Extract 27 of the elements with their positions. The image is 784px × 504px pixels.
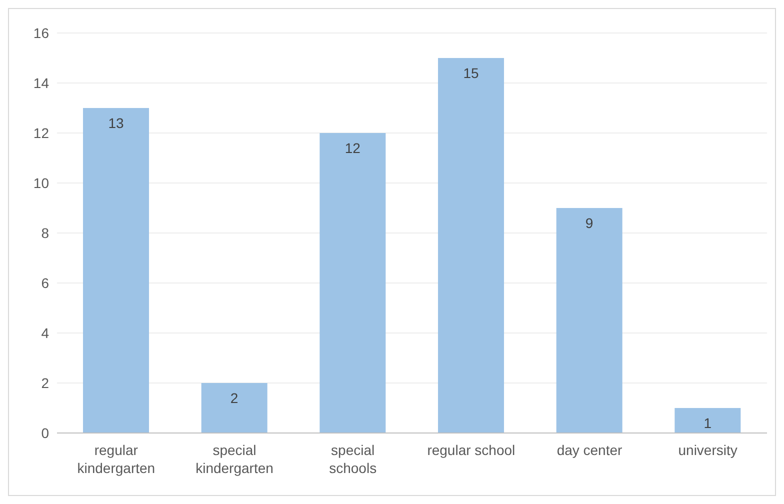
x-tick-label: university: [678, 442, 738, 458]
bar: [674, 408, 741, 433]
data-label: 2: [230, 390, 238, 406]
data-label: 15: [463, 64, 479, 81]
y-tick-label: 0: [41, 424, 50, 441]
y-tick-label: 12: [33, 124, 50, 141]
bar: [83, 108, 149, 433]
y-tick-label: 4: [41, 324, 50, 341]
y-tick-label: 6: [41, 274, 50, 291]
bar: [438, 58, 504, 433]
y-tick-label: 2: [41, 374, 50, 391]
data-label: 12: [344, 140, 361, 156]
y-tick-label: 16: [33, 24, 50, 41]
y-tick-label: 10: [33, 174, 50, 191]
data-label: 13: [108, 114, 124, 131]
data-label: 9: [585, 214, 594, 231]
y-tick-label: 8: [41, 224, 50, 241]
bar: [201, 383, 268, 433]
x-tick-label: special kindergarten: [196, 442, 274, 476]
data-label: 1: [704, 414, 712, 431]
x-tick-label: regular kindergarten: [77, 442, 156, 476]
x-tick-label: day center: [556, 442, 623, 458]
x-tick-label: special schools: [329, 442, 377, 476]
bar: [556, 208, 622, 433]
bar: [320, 133, 386, 433]
x-tick-label: regular school: [427, 442, 516, 458]
y-tick-label: 14: [33, 74, 50, 91]
